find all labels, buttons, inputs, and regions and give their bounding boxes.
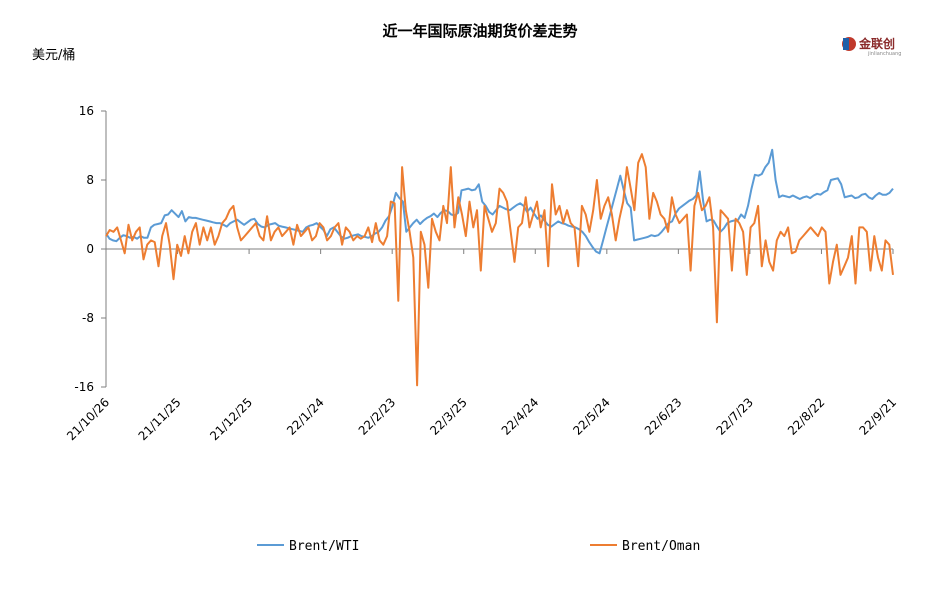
x-tick-label: 22/4/24 [499, 395, 542, 438]
y-tick-label: 16 [79, 104, 94, 118]
legend: Brent/WTI Brent/Oman [257, 539, 700, 554]
x-tick-label: 22/2/23 [356, 395, 399, 438]
svg-text:jinlianchuang: jinlianchuang [867, 51, 901, 57]
x-tick-label: 22/8/22 [785, 395, 828, 438]
y-axis-unit-label: 美元/桶 [32, 48, 75, 63]
y-tick-label: -8 [82, 311, 94, 325]
x-tick-label: 22/9/21 [857, 395, 900, 438]
legend-label: Brent/WTI [289, 539, 359, 554]
series-layer [105, 148, 894, 387]
y-tick-label: -16 [74, 380, 94, 394]
x-tick-label: 21/10/26 [64, 395, 112, 443]
brand-logo: 金联创 jinlianchuang [842, 36, 901, 57]
svg-text:金联创: 金联创 [858, 36, 895, 51]
series-line-brent-wti [105, 148, 894, 255]
x-tick-label: 22/3/25 [427, 395, 470, 438]
legend-label: Brent/Oman [622, 539, 700, 554]
y-tick-label: 8 [86, 173, 94, 187]
x-tick-label: 22/7/23 [713, 395, 756, 438]
x-tick-label: 22/6/23 [642, 395, 685, 438]
x-tick-label: 22/5/24 [570, 395, 613, 438]
x-tick-label: 21/11/25 [136, 395, 184, 443]
y-tick-label: 0 [86, 242, 94, 256]
chart-title: 近一年国际原油期货价差走势 [382, 22, 577, 40]
x-tick-label: 21/12/25 [207, 395, 255, 443]
x-tick-label: 22/1/24 [284, 395, 327, 438]
series-line-brent-oman [105, 153, 894, 387]
